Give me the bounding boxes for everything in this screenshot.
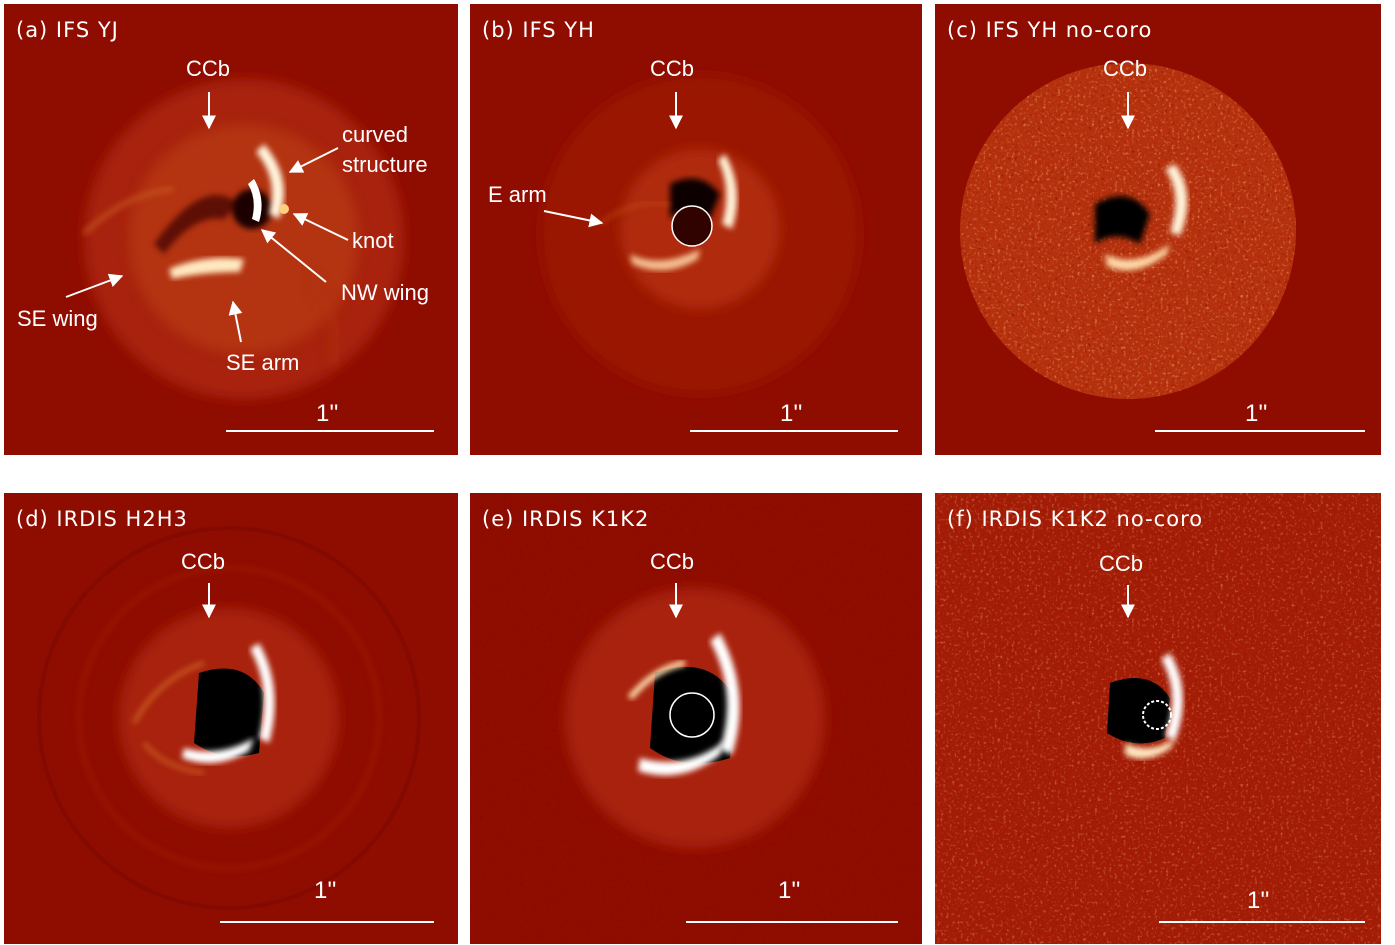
panel-a-title: (a) IFS YJ xyxy=(16,18,119,42)
panel-b-image xyxy=(540,74,860,394)
panel-f-title: (f) IRDIS K1K2 no-coro xyxy=(947,507,1204,531)
panel-e-title: (e) IRDIS K1K2 xyxy=(482,507,650,531)
scale-bar xyxy=(686,921,898,923)
scale-label: 1'' xyxy=(1245,400,1268,427)
panel-c: (c) IFS YH no-coro CCb 1'' xyxy=(935,4,1381,455)
panel-c-image xyxy=(960,63,1296,399)
se-arm-label: SE arm xyxy=(226,350,300,375)
scale-bar xyxy=(1159,921,1365,923)
panel-d: (d) IRDIS H2H3 CCb 1'' xyxy=(4,493,458,944)
scale-label: 1'' xyxy=(314,877,337,904)
panel-b-title: (b) IFS YH xyxy=(482,18,595,42)
panel-e-image xyxy=(470,493,922,944)
scale-label: 1'' xyxy=(780,400,803,427)
panel-c-title: (c) IFS YH no-coro xyxy=(947,18,1153,42)
scale-bar xyxy=(226,430,434,432)
panel-d-title: (d) IRDIS H2H3 xyxy=(16,507,188,531)
scale-bar xyxy=(1155,430,1365,432)
ccb-label: CCb xyxy=(1099,551,1144,576)
e-arm-label: E arm xyxy=(488,182,547,207)
ccb-label: CCb xyxy=(1103,56,1148,81)
scale-label: 1'' xyxy=(316,400,339,427)
panel-f-image xyxy=(935,493,1381,944)
scale-bar xyxy=(690,430,898,432)
scale-label: 1'' xyxy=(1247,887,1270,914)
curved-structure-label: curved structure xyxy=(342,122,428,177)
panel-e: (e) IRDIS K1K2 CCb 1'' xyxy=(470,493,922,944)
scale-bar xyxy=(220,921,434,923)
scale-label: 1'' xyxy=(778,877,801,904)
knot-label: knot xyxy=(352,228,394,253)
ccb-label: CCb xyxy=(186,56,231,81)
panel-a: (a) IFS YJ CCb curved structure knot NW … xyxy=(4,4,458,455)
panel-f: (f) IRDIS K1K2 no-coro CCb 1'' xyxy=(935,493,1381,944)
se-wing-label: SE wing xyxy=(17,306,98,331)
panel-b: (b) IFS YH CCb E arm 1'' xyxy=(470,4,922,455)
nw-wing-label: NW wing xyxy=(341,280,430,305)
ccb-label: CCb xyxy=(650,56,695,81)
panel-d-image xyxy=(37,526,421,910)
ccb-label: CCb xyxy=(650,549,695,574)
ccb-label: CCb xyxy=(181,549,226,574)
